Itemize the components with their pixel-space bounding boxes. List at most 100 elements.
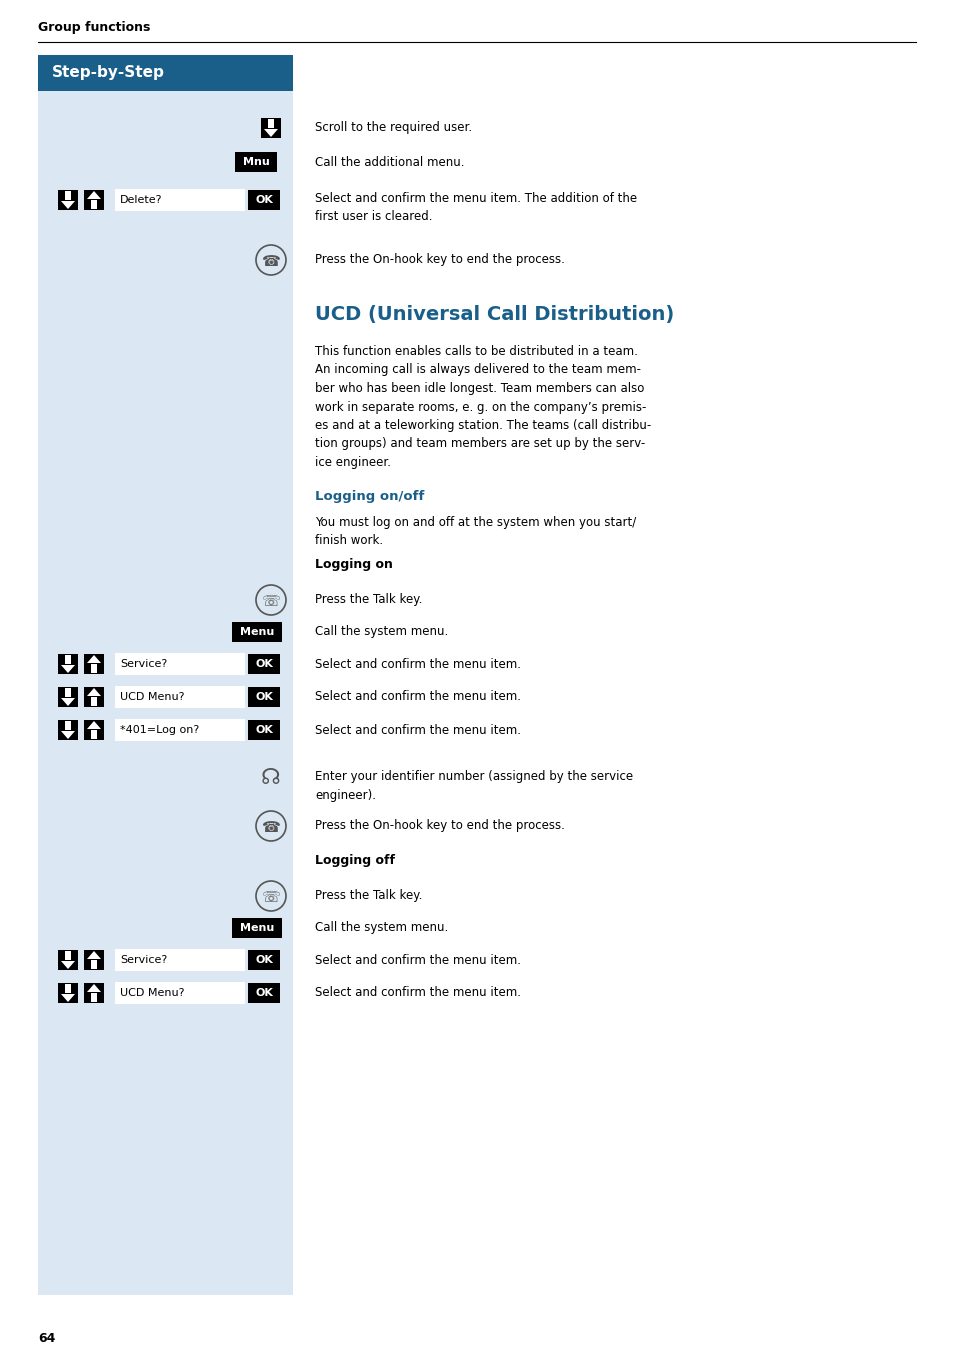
FancyBboxPatch shape [58, 687, 78, 707]
FancyBboxPatch shape [115, 982, 245, 1005]
FancyBboxPatch shape [248, 687, 280, 707]
FancyBboxPatch shape [38, 55, 293, 1295]
FancyBboxPatch shape [84, 950, 104, 969]
Polygon shape [87, 191, 101, 199]
FancyBboxPatch shape [58, 654, 78, 675]
Polygon shape [61, 698, 75, 706]
Text: Call the additional menu.: Call the additional menu. [314, 155, 464, 169]
FancyBboxPatch shape [234, 151, 276, 172]
Text: Press the On-hook key to end the process.: Press the On-hook key to end the process… [314, 819, 564, 833]
FancyBboxPatch shape [248, 191, 280, 210]
Polygon shape [61, 201, 75, 210]
FancyBboxPatch shape [91, 698, 97, 706]
FancyBboxPatch shape [248, 654, 280, 675]
FancyBboxPatch shape [58, 983, 78, 1003]
Text: Select and confirm the menu item. The addition of the
first user is cleared.: Select and confirm the menu item. The ad… [314, 192, 637, 223]
Text: OK: OK [254, 658, 273, 669]
Text: Logging on: Logging on [314, 558, 393, 571]
Text: OK: OK [254, 195, 273, 206]
Text: OK: OK [254, 955, 273, 965]
Text: Menu: Menu [239, 923, 274, 933]
FancyBboxPatch shape [91, 960, 97, 969]
FancyBboxPatch shape [91, 992, 97, 1002]
Text: OK: OK [254, 692, 273, 702]
Text: Call the system menu.: Call the system menu. [314, 626, 448, 638]
FancyBboxPatch shape [65, 950, 71, 960]
FancyBboxPatch shape [84, 654, 104, 675]
Polygon shape [61, 731, 75, 740]
Text: Group functions: Group functions [38, 22, 151, 35]
Text: Press the Talk key.: Press the Talk key. [314, 890, 422, 903]
FancyBboxPatch shape [115, 189, 245, 211]
FancyBboxPatch shape [248, 950, 280, 969]
Polygon shape [61, 665, 75, 673]
Text: UCD Menu?: UCD Menu? [120, 692, 184, 702]
Text: Logging on/off: Logging on/off [314, 489, 424, 503]
FancyBboxPatch shape [248, 983, 280, 1003]
Text: You must log on and off at the system when you start/
finish work.: You must log on and off at the system wh… [314, 516, 636, 548]
Text: Select and confirm the menu item.: Select and confirm the menu item. [314, 723, 520, 737]
Polygon shape [87, 721, 101, 729]
Text: Scroll to the required user.: Scroll to the required user. [314, 122, 472, 134]
Text: Select and confirm the menu item.: Select and confirm the menu item. [314, 953, 520, 967]
FancyBboxPatch shape [91, 730, 97, 740]
FancyBboxPatch shape [65, 191, 71, 200]
FancyBboxPatch shape [84, 191, 104, 210]
Text: ☏: ☏ [261, 890, 280, 904]
FancyBboxPatch shape [65, 984, 71, 992]
Text: Mnu: Mnu [242, 157, 269, 168]
FancyBboxPatch shape [268, 119, 274, 128]
Text: *401=Log on?: *401=Log on? [120, 725, 199, 735]
FancyBboxPatch shape [58, 950, 78, 969]
Text: Call the system menu.: Call the system menu. [314, 922, 448, 934]
Text: This function enables calls to be distributed in a team.
An incoming call is alw: This function enables calls to be distri… [314, 345, 651, 469]
FancyBboxPatch shape [84, 983, 104, 1003]
FancyBboxPatch shape [58, 721, 78, 740]
Polygon shape [87, 950, 101, 959]
FancyBboxPatch shape [248, 721, 280, 740]
FancyBboxPatch shape [115, 719, 245, 741]
FancyBboxPatch shape [84, 721, 104, 740]
FancyBboxPatch shape [38, 55, 293, 91]
FancyBboxPatch shape [65, 688, 71, 698]
FancyBboxPatch shape [91, 664, 97, 673]
Text: ☊: ☊ [261, 768, 280, 788]
Text: Service?: Service? [120, 955, 167, 965]
Text: ☎: ☎ [261, 254, 280, 269]
FancyBboxPatch shape [65, 721, 71, 730]
Text: Menu: Menu [239, 627, 274, 637]
Polygon shape [61, 961, 75, 969]
Text: Press the On-hook key to end the process.: Press the On-hook key to end the process… [314, 254, 564, 266]
FancyBboxPatch shape [58, 191, 78, 210]
Polygon shape [87, 654, 101, 662]
Text: Logging off: Logging off [314, 854, 395, 867]
Text: Select and confirm the menu item.: Select and confirm the menu item. [314, 657, 520, 671]
FancyBboxPatch shape [115, 949, 245, 971]
FancyBboxPatch shape [65, 654, 71, 664]
FancyBboxPatch shape [115, 685, 245, 708]
Text: Select and confirm the menu item.: Select and confirm the menu item. [314, 987, 520, 999]
Text: Delete?: Delete? [120, 195, 162, 206]
Text: UCD Menu?: UCD Menu? [120, 988, 184, 998]
FancyBboxPatch shape [232, 918, 282, 938]
Polygon shape [87, 688, 101, 696]
Text: OK: OK [254, 725, 273, 735]
FancyBboxPatch shape [261, 118, 281, 138]
Text: Service?: Service? [120, 658, 167, 669]
Text: UCD (Universal Call Distribution): UCD (Universal Call Distribution) [314, 306, 674, 324]
Text: Enter your identifier number (assigned by the service
engineer).: Enter your identifier number (assigned b… [314, 771, 633, 802]
FancyBboxPatch shape [91, 200, 97, 210]
Text: Step-by-Step: Step-by-Step [52, 65, 165, 81]
Text: ☏: ☏ [261, 594, 280, 608]
FancyBboxPatch shape [115, 653, 245, 675]
Text: OK: OK [254, 988, 273, 998]
Polygon shape [264, 128, 277, 137]
Text: Press the Talk key.: Press the Talk key. [314, 594, 422, 607]
Text: ☎: ☎ [261, 819, 280, 834]
FancyBboxPatch shape [84, 687, 104, 707]
Text: Select and confirm the menu item.: Select and confirm the menu item. [314, 691, 520, 703]
FancyBboxPatch shape [232, 622, 282, 642]
Text: 64: 64 [38, 1332, 55, 1344]
Polygon shape [61, 994, 75, 1002]
Polygon shape [87, 984, 101, 992]
